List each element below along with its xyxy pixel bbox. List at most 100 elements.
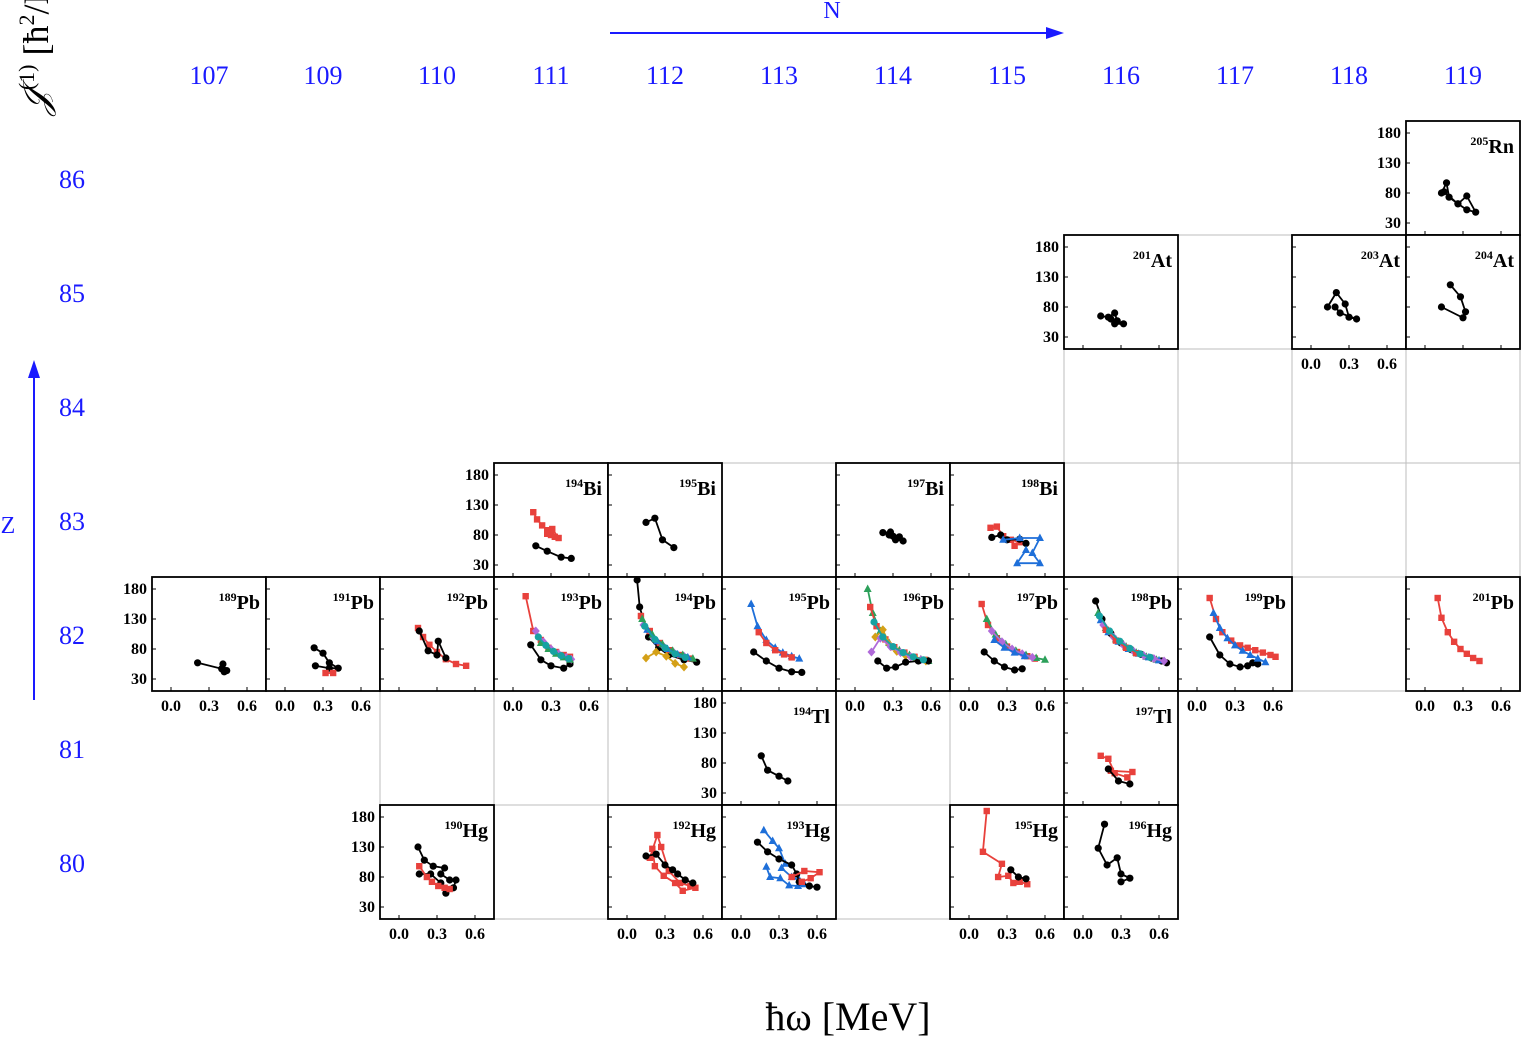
x-tick-label: 0.0	[1415, 698, 1435, 715]
y-tick-label: 180	[351, 809, 375, 826]
data-point	[648, 630, 657, 638]
nucleus-element: Bi	[925, 478, 944, 500]
nucleus-element: Bi	[1039, 478, 1058, 500]
data-point	[534, 633, 542, 641]
data-point	[549, 647, 558, 656]
data-point	[750, 648, 758, 656]
data-point	[798, 668, 806, 677]
data-point	[1231, 640, 1239, 649]
data-point	[1014, 873, 1023, 881]
data-point	[998, 860, 1006, 867]
x-tick-label: 0.6	[1035, 926, 1055, 943]
series-black	[527, 641, 574, 672]
x-tick-label: 0.6	[1263, 698, 1283, 715]
y-tick-label: 30	[131, 671, 147, 688]
nucleus-element: Pb	[1263, 592, 1286, 614]
series-black	[1007, 866, 1030, 883]
y-tick-label: 180	[1377, 125, 1401, 142]
data-point	[1252, 647, 1259, 654]
y-tick-label: 180	[693, 695, 717, 712]
panel-192Pb: 192Pb	[379, 576, 495, 692]
y-tick-label: 30	[1043, 329, 1059, 346]
data-point	[437, 870, 445, 878]
data-point	[681, 653, 689, 662]
data-point	[424, 647, 432, 655]
data-point	[1442, 179, 1451, 187]
series-black	[980, 648, 1026, 674]
x-tick-label: 0.6	[465, 926, 485, 943]
data-point	[641, 622, 649, 630]
data-point	[658, 843, 665, 851]
data-point	[1438, 614, 1445, 621]
data-point	[994, 873, 1002, 881]
y-tick-label: 130	[1035, 269, 1059, 286]
data-point	[766, 872, 775, 880]
data-point	[329, 669, 337, 677]
y-tick-label: 180	[1035, 239, 1059, 256]
data-point	[638, 614, 647, 622]
nucleus-element: Tl	[811, 706, 830, 728]
n-label-110: 110	[418, 61, 456, 90]
series-red	[788, 867, 823, 885]
series-red	[646, 831, 699, 894]
data-point	[1011, 542, 1018, 549]
y-tick-label: 30	[701, 785, 717, 802]
nucleus-mass: 193	[786, 818, 804, 832]
n-label-119: 119	[1444, 61, 1482, 90]
z-label-80: 80	[59, 849, 85, 878]
empty-cell	[835, 804, 951, 920]
data-point	[687, 882, 694, 890]
data-point	[984, 621, 992, 629]
n-label-115: 115	[988, 61, 1026, 90]
data-point	[674, 870, 682, 878]
nucleus-element: Pb	[921, 592, 944, 614]
z-axis-arrowhead	[28, 360, 40, 378]
z-axis: Z	[1, 360, 40, 700]
x-tick-label: 0.6	[351, 698, 371, 715]
panel-203At: 203At 0.0 0.3 0.6	[1291, 234, 1407, 373]
data-point	[319, 649, 327, 657]
nucleus-mass: 198	[1131, 590, 1149, 604]
data-point	[194, 659, 202, 667]
data-point	[446, 876, 454, 884]
data-point	[1111, 309, 1119, 317]
empty-cell	[1291, 462, 1407, 578]
panel-frame	[1405, 234, 1521, 350]
panel-196Pb: 196Pb 0.0 0.3 0.6	[835, 576, 951, 715]
x-tick-label: 0.6	[807, 926, 827, 943]
x-tick-label: 0.3	[883, 698, 903, 715]
y-tick-label: 180	[123, 581, 147, 598]
data-point	[883, 664, 891, 672]
data-point	[1022, 545, 1030, 553]
x-tick-label: 0.3	[997, 698, 1017, 715]
series-teal	[870, 618, 928, 664]
data-point	[1444, 629, 1451, 636]
data-point	[1331, 303, 1339, 311]
data-point	[1024, 881, 1031, 888]
nucleus-label: 204At	[1475, 248, 1514, 272]
data-point	[671, 650, 679, 658]
data-point	[1236, 642, 1244, 649]
empty-cell	[1177, 462, 1293, 578]
series-black	[194, 659, 231, 676]
data-point	[762, 657, 770, 665]
data-point	[979, 848, 987, 855]
nucleus-label: 197Tl	[1135, 704, 1172, 728]
series-red	[322, 669, 337, 677]
data-point	[1107, 315, 1115, 323]
panel-frame	[607, 462, 723, 578]
data-point	[993, 635, 1001, 642]
nucleus-mass: 204	[1475, 248, 1493, 262]
data-point	[1000, 663, 1009, 671]
data-point	[978, 600, 985, 608]
nucleus-mass: 194	[675, 590, 693, 604]
panel-frame	[1177, 576, 1293, 692]
y-tick-label: 130	[351, 839, 375, 856]
x-tick-label: 0.0	[731, 926, 751, 943]
data-point	[777, 863, 786, 871]
series-black	[1097, 309, 1128, 328]
empty-cell	[1063, 348, 1179, 464]
nucleus-element: Hg	[462, 820, 488, 842]
data-point	[1104, 765, 1112, 773]
data-point	[982, 614, 991, 622]
